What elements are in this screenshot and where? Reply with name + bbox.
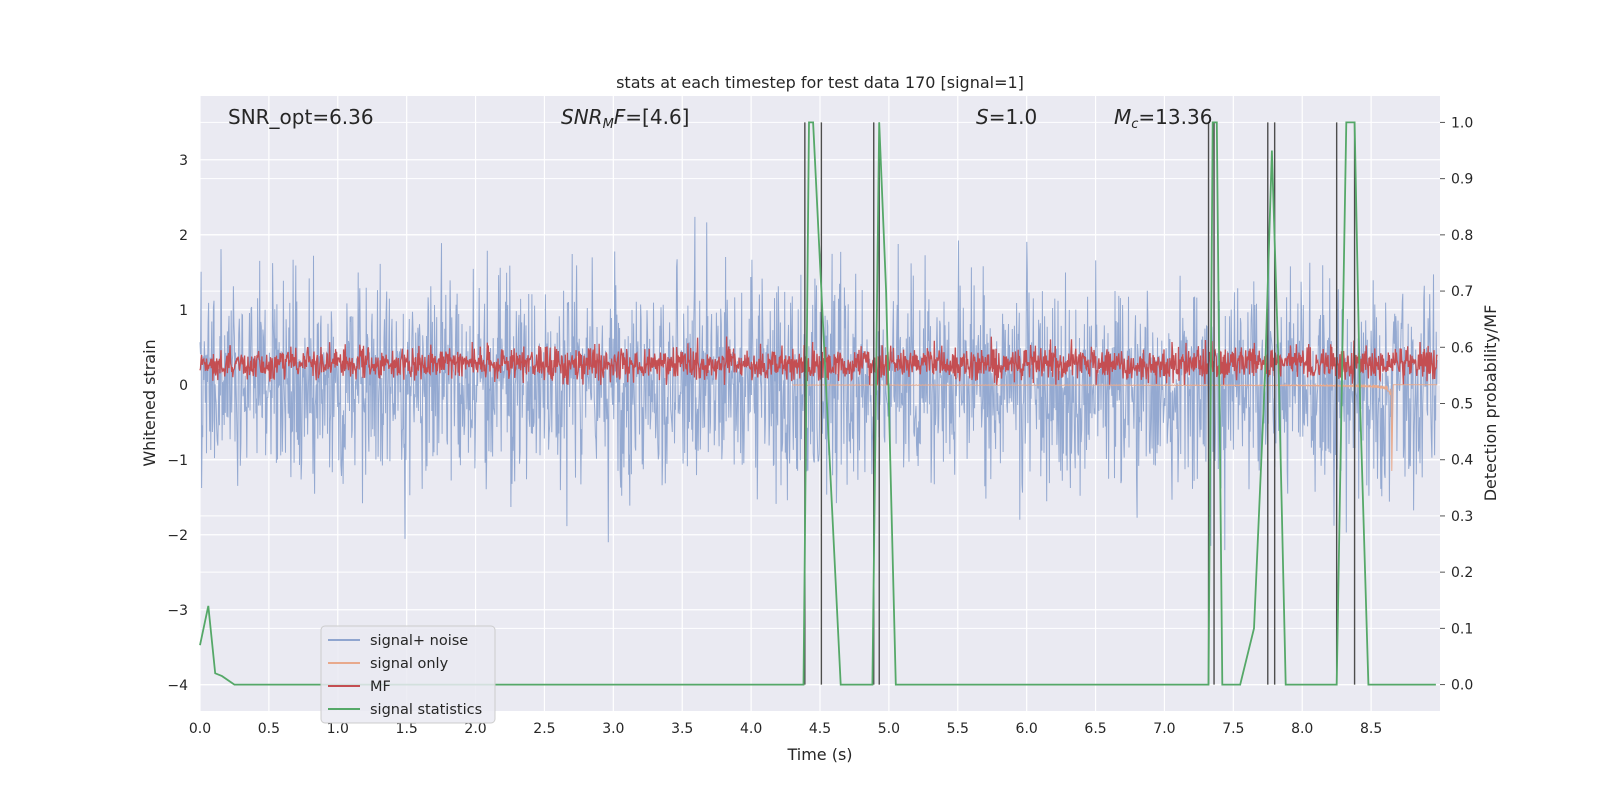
y2-tick-label: 0.5 bbox=[1451, 397, 1473, 413]
x-tick-label: 2.0 bbox=[464, 721, 486, 737]
x-tick-label: 6.0 bbox=[1016, 721, 1038, 737]
x-tick-label: 8.5 bbox=[1360, 721, 1382, 737]
x-tick-label: 7.0 bbox=[1153, 721, 1175, 737]
annotation-snr-mf-symbol: SNR bbox=[561, 105, 603, 129]
y-tick-label: −2 bbox=[167, 528, 188, 544]
y-axis-label: Whitened strain bbox=[140, 339, 159, 466]
signal-statistics-line bbox=[199, 121, 1436, 686]
signal-statistics-series bbox=[199, 121, 1436, 686]
y2-tick-label: 0.1 bbox=[1451, 621, 1473, 637]
annotation-mc-subscript: c bbox=[1131, 117, 1138, 132]
legend-label-signal-statistics: signal statistics bbox=[370, 702, 482, 718]
x-tick-label: 4.0 bbox=[740, 721, 762, 737]
signal-only-line bbox=[792, 382, 1438, 472]
x-tick-label: 8.0 bbox=[1291, 721, 1313, 737]
x-axis-label: Time (s) bbox=[786, 745, 852, 764]
y2-tick-label: 0.3 bbox=[1451, 509, 1473, 525]
x-tick-label: 7.5 bbox=[1222, 721, 1244, 737]
y-tick-label: −4 bbox=[167, 678, 188, 694]
chart-title: stats at each timestep for test data 170… bbox=[616, 73, 1024, 92]
y2-tick-label: 0.4 bbox=[1451, 453, 1473, 469]
annotation-snr-mf: SNRMF=[4.6] bbox=[561, 105, 689, 132]
y2-tick-label: 0.0 bbox=[1451, 678, 1473, 694]
signal-noise-line bbox=[199, 216, 1438, 551]
annotation-s-value: =1.0 bbox=[989, 105, 1038, 129]
y2-tick-label: 0.9 bbox=[1451, 172, 1473, 188]
x-tick-label: 6.5 bbox=[1084, 721, 1106, 737]
signal-only-series bbox=[792, 382, 1438, 472]
x-tick-label: 0.0 bbox=[189, 721, 211, 737]
x-tick-label: 2.5 bbox=[533, 721, 555, 737]
legend-label-signal-only: signal only bbox=[370, 656, 449, 672]
x-tick-label: 1.0 bbox=[327, 721, 349, 737]
annotation-snr-mf-value: =[4.6] bbox=[625, 105, 689, 129]
legend-box bbox=[320, 625, 496, 724]
annotation-s-symbol: S bbox=[976, 105, 989, 129]
annotation-mc-symbol: M bbox=[1114, 105, 1131, 129]
x-tick-label: 4.5 bbox=[809, 721, 831, 737]
x-tick-label: 3.5 bbox=[671, 721, 693, 737]
x-tick-label: 3.0 bbox=[602, 721, 624, 737]
annotation-mc: Mc=13.36 bbox=[1114, 105, 1212, 132]
signal-noise-series bbox=[199, 216, 1438, 551]
y-tick-label: −1 bbox=[167, 453, 188, 469]
x-tick-label: 1.5 bbox=[396, 721, 418, 737]
y-tick-label: −3 bbox=[167, 603, 188, 619]
y-tick-label: 3 bbox=[179, 153, 188, 169]
y2-tick-label: 1.0 bbox=[1451, 115, 1473, 131]
y2-tick-label: 0.2 bbox=[1451, 565, 1473, 581]
y2-tick-label: 0.7 bbox=[1451, 284, 1473, 300]
axis-ticks: 0.0 0.5 1.0 1.5 2.0 2.5 3.0 3.5 4.0 4.5 5.0 5.5 6.0 6… bbox=[167, 115, 1473, 737]
y-tick-label: 2 bbox=[179, 228, 188, 244]
legend-label-mf: MF bbox=[370, 679, 391, 695]
y2-tick-label: 0.8 bbox=[1451, 228, 1473, 244]
annotation-snr-mf-subscript: M bbox=[603, 117, 614, 132]
mf-series bbox=[199, 336, 1438, 385]
y2-tick-label: 0.6 bbox=[1451, 340, 1473, 356]
legend: signal+ noise signal only MF signal stat… bbox=[320, 625, 496, 724]
y2-axis-label: Detection probability/MF bbox=[1481, 305, 1500, 502]
annotation-snr-mf-symbol2: F bbox=[614, 105, 626, 129]
annotation-snr-opt: SNR_opt=6.36 bbox=[228, 105, 374, 129]
x-tick-label: 5.5 bbox=[947, 721, 969, 737]
annotation-mc-value: =13.36 bbox=[1138, 105, 1212, 129]
x-tick-label: 0.5 bbox=[258, 721, 280, 737]
annotation-s: S=1.0 bbox=[976, 105, 1037, 129]
y-tick-label: 1 bbox=[179, 303, 188, 319]
y-tick-label: 0 bbox=[179, 378, 188, 394]
mf-line bbox=[199, 336, 1438, 385]
x-tick-label: 5.0 bbox=[878, 721, 900, 737]
legend-label-signal-noise: signal+ noise bbox=[370, 633, 468, 649]
